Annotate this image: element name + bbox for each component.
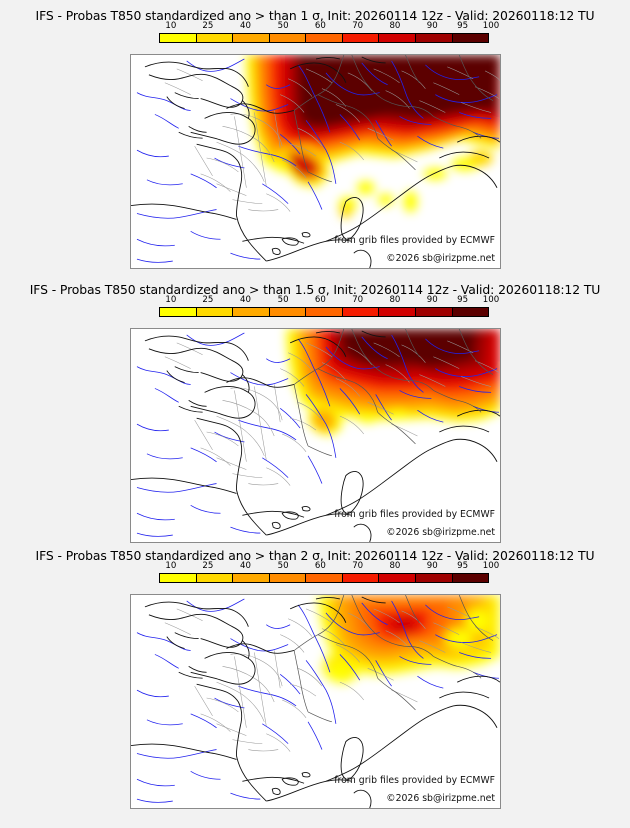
colorbar-tick: 90 [426,561,438,571]
coastline-layer [131,56,500,268]
colorbar-tick: 10 [165,561,177,571]
rivers-layer [136,332,500,537]
colorbar-tick: 40 [239,561,251,571]
colorbar-swatch [233,34,270,42]
colorbar-swatch [269,308,307,316]
colorbar-swatch [379,308,416,316]
colorbar-tick: 100 [482,21,500,31]
colorbar-swatches-3 [159,573,489,583]
colorbar-tick: 100 [482,561,500,571]
colorbar-tick: 50 [277,561,289,571]
map-graphic-2 [131,329,500,542]
colorbar-swatches-1 [159,33,489,43]
colorbar-swatch [306,574,343,582]
colorbar-tick: 60 [314,21,326,31]
colorbar-swatch [306,34,343,42]
colorbar-tick: 60 [314,561,326,571]
credit-ecmwf-1: from grib files provided by ECMWF [334,235,495,246]
colorbar-swatch [306,308,343,316]
colorbar-swatch [269,34,307,42]
colorbar-swatch [379,34,416,42]
colorbar-swatch [160,574,197,582]
map-canvas-3: from grib files provided by ECMWF ©2026 … [131,595,500,808]
colorbar-ticks-2: 10 25 40 50 60 70 80 90 95 100 [159,295,499,307]
colorbar-tick: 80 [389,561,401,571]
colorbar-swatch [233,574,270,582]
panel-title-1: IFS - Probas T850 standardized ano > tha… [35,8,595,23]
colorbar-swatch [196,34,234,42]
rivers-layer [136,58,500,263]
country-borders-layer [293,595,494,723]
colorbar-swatch [452,34,489,42]
colorbar-tick: 25 [202,295,214,305]
colorbar-tick: 40 [239,295,251,305]
probability-shading [245,55,500,219]
map-canvas-1: from grib files provided by ECMWF ©2026 … [131,55,500,268]
colorbar-swatch [342,34,380,42]
credit-ecmwf-2: from grib files provided by ECMWF [334,509,495,520]
colorbar-3: 10 25 40 50 60 70 80 90 95 100 [159,561,499,588]
colorbar-tick: 60 [314,295,326,305]
colorbar-tick: 90 [426,21,438,31]
colorbar-swatch [196,574,234,582]
coastline-layer [131,330,500,542]
colorbar-swatch [415,574,453,582]
map-canvas-2: from grib files provided by ECMWF ©2026 … [131,329,500,542]
coastline-layer [131,596,500,808]
colorbar-swatch [452,574,489,582]
colorbar-tick: 95 [457,561,469,571]
colorbar-ticks-1: 10 25 40 50 60 70 80 90 95 100 [159,21,499,33]
colorbar-tick: 25 [202,561,214,571]
colorbar-swatch [415,34,453,42]
colorbar-tick: 95 [457,21,469,31]
colorbar-swatch [379,574,416,582]
map-graphic-3 [131,595,500,808]
colorbar-swatch [415,308,453,316]
colorbar-tick: 95 [457,295,469,305]
colorbar-tick: 70 [352,561,364,571]
colorbar-tick: 100 [482,295,500,305]
colorbar-tick: 70 [352,295,364,305]
credit-ecmwf-3: from grib files provided by ECMWF [334,775,495,786]
colorbar-swatch [269,574,307,582]
colorbar-swatch [342,308,380,316]
map-panel-2[interactable]: from grib files provided by ECMWF ©2026 … [130,328,501,543]
colorbar-swatch [342,574,380,582]
colorbar-tick: 80 [389,295,401,305]
colorbar-tick: 50 [277,21,289,31]
colorbar-1: 10 25 40 50 60 70 80 90 95 100 [159,21,499,48]
colorbar-tick: 10 [165,21,177,31]
colorbar-swatch [160,308,197,316]
colorbar-swatch [233,308,270,316]
map-panel-1[interactable]: from grib files provided by ECMWF ©2026 … [130,54,501,269]
colorbar-swatch [160,34,197,42]
credit-copyright-1: ©2026 sb@irizpme.net [386,253,495,264]
country-borders-layer [293,55,494,183]
colorbar-swatch [452,308,489,316]
country-borders-layer [293,329,494,457]
colorbar-tick: 25 [202,21,214,31]
colorbar-tick: 40 [239,21,251,31]
colorbar-tick: 90 [426,295,438,305]
colorbar-ticks-3: 10 25 40 50 60 70 80 90 95 100 [159,561,499,573]
credit-copyright-3: ©2026 sb@irizpme.net [386,793,495,804]
colorbar-tick: 70 [352,21,364,31]
panel-title-2: IFS - Probas T850 standardized ano > tha… [29,282,601,297]
colorbar-tick: 10 [165,295,177,305]
probability-shading [286,329,500,436]
panel-title-3: IFS - Probas T850 standardized ano > tha… [35,548,595,563]
colorbar-swatch [196,308,234,316]
colorbar-2: 10 25 40 50 60 70 80 90 95 100 [159,295,499,322]
probability-shading [317,595,500,685]
colorbar-tick: 50 [277,295,289,305]
colorbar-tick: 80 [389,21,401,31]
admin-borders-layer [164,606,500,752]
colorbar-swatches-2 [159,307,489,317]
map-panel-3[interactable]: from grib files provided by ECMWF ©2026 … [130,594,501,809]
map-graphic-1 [131,55,500,268]
credit-copyright-2: ©2026 sb@irizpme.net [386,527,495,538]
